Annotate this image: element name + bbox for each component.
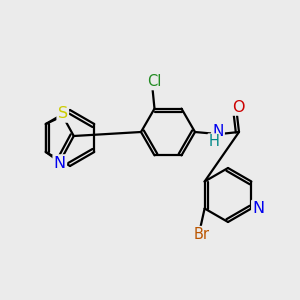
Text: N: N (252, 201, 264, 216)
Text: N: N (54, 155, 66, 170)
Text: Br: Br (194, 227, 210, 242)
Text: H: H (208, 134, 219, 149)
Text: S: S (58, 106, 68, 122)
Text: Cl: Cl (147, 74, 162, 89)
Text: O: O (232, 100, 244, 115)
Text: N: N (212, 124, 224, 140)
